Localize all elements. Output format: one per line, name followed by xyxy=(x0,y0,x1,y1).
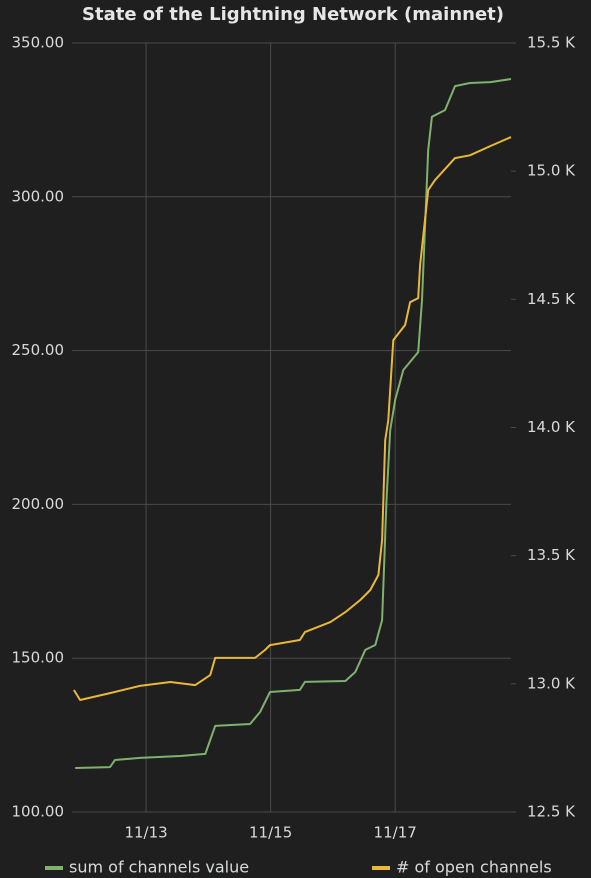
series-line xyxy=(75,78,512,769)
y2-tick-label: 13.0 K xyxy=(527,674,576,692)
y-tick-label: 150.00 xyxy=(12,649,65,667)
y-tick-label: 250.00 xyxy=(12,341,65,359)
legend-swatch xyxy=(372,866,390,870)
x-tick-label: 11/15 xyxy=(249,824,292,842)
y-tick-label: 100.00 xyxy=(12,803,65,821)
y2-tick-label: 15.0 K xyxy=(527,162,576,180)
y-tick-label: 200.00 xyxy=(12,495,65,513)
y-tick-label: 350.00 xyxy=(12,34,65,52)
y2-tick-label: 14.5 K xyxy=(527,290,576,308)
x-tick-label: 11/13 xyxy=(124,824,167,842)
chart-title: State of the Lightning Network (mainnet) xyxy=(82,4,504,25)
legend-swatch xyxy=(45,866,63,870)
legend-label: # of open channels xyxy=(396,858,552,877)
x-tick-label: 11/17 xyxy=(374,824,417,842)
y-tick-label: 300.00 xyxy=(12,187,65,205)
y2-tick-label: 14.0 K xyxy=(527,418,576,436)
y2-tick-label: 13.5 K xyxy=(527,546,576,564)
series-line xyxy=(73,136,512,701)
y2-tick-label: 12.5 K xyxy=(527,803,576,821)
y2-tick-label: 15.5 K xyxy=(527,34,576,52)
legend-label: sum of channels value xyxy=(69,858,249,877)
